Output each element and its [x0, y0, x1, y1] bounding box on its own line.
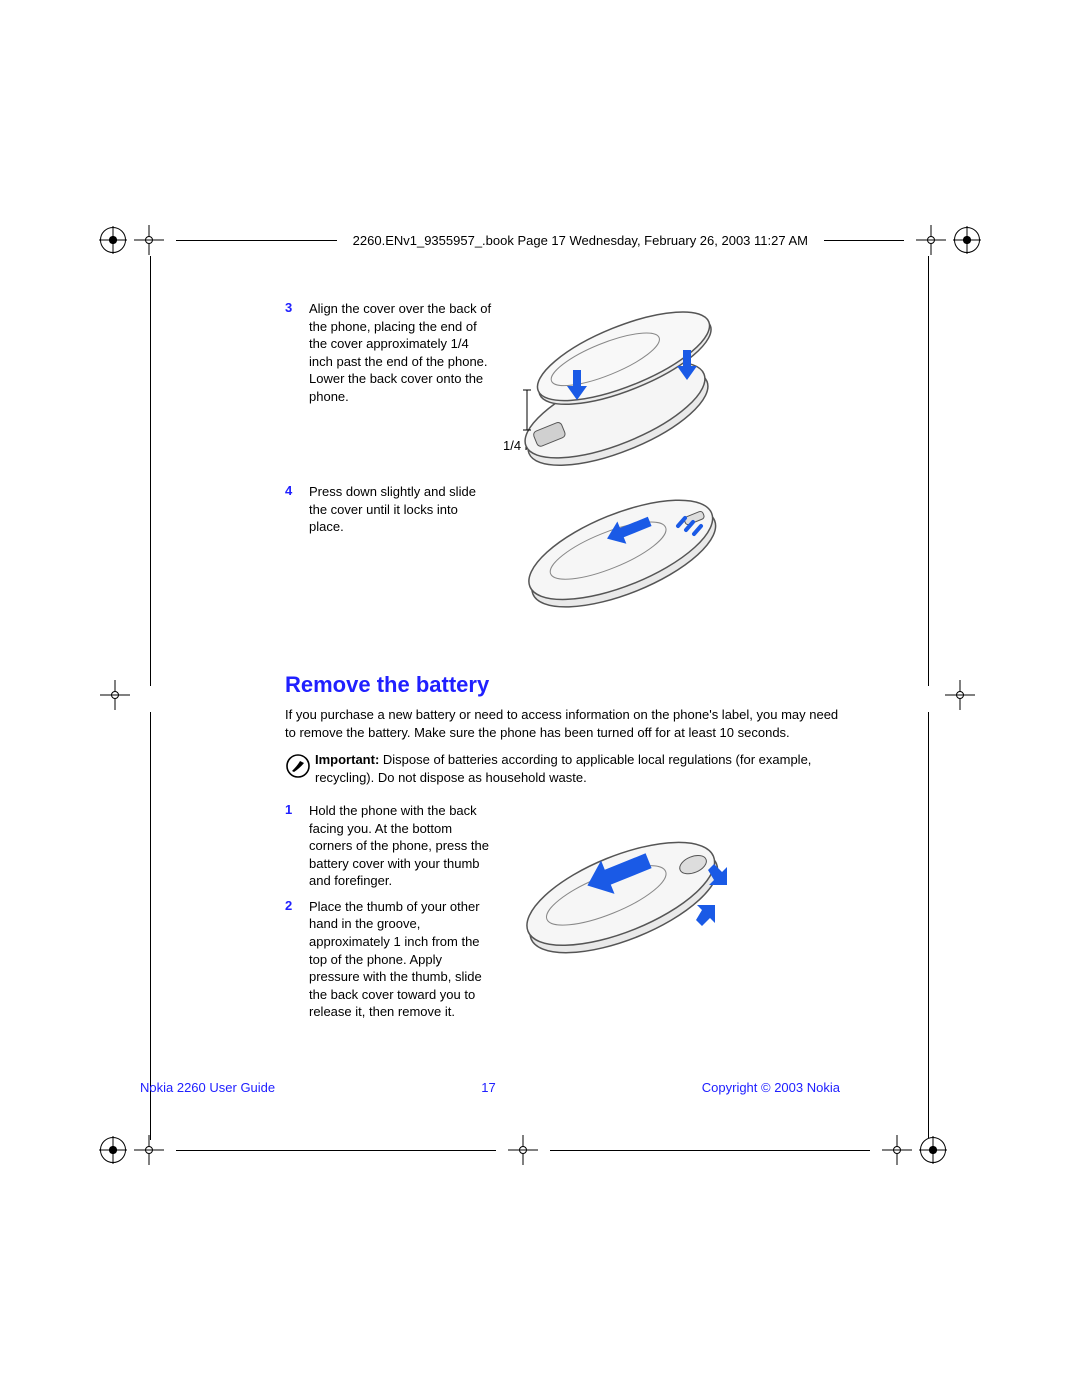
footer-page-number: 17 — [481, 1080, 495, 1095]
important-text: Dispose of batteries according to applic… — [315, 752, 811, 785]
important-icon — [285, 751, 315, 786]
crop-marks-footer — [100, 1135, 980, 1165]
crosshair-icon — [508, 1135, 538, 1165]
step-row: 4 Press down slightly and slide the cove… — [285, 483, 495, 536]
step-text: Hold the phone with the back facing you.… — [309, 802, 495, 890]
crosshair-right — [945, 680, 975, 710]
registration-mark-icon — [100, 1137, 126, 1163]
crop-header-text: 2260.ENv1_9355957_.book Page 17 Wednesda… — [341, 233, 820, 248]
important-note: Important: Dispose of batteries accordin… — [285, 751, 840, 786]
phone-cover-align-illustration — [495, 290, 735, 470]
registration-mark-icon — [954, 227, 980, 253]
step-number: 3 — [285, 300, 309, 405]
step-row: 1 Hold the phone with the back facing yo… — [285, 802, 495, 890]
registration-mark-icon — [920, 1137, 946, 1163]
crop-vline — [928, 712, 929, 1140]
section-heading-remove-battery: Remove the battery — [285, 672, 840, 698]
crop-vline — [928, 256, 929, 686]
step-row: 3 Align the cover over the back of the p… — [285, 300, 495, 405]
crop-vline — [150, 712, 151, 1140]
step-text: Align the cover over the back of the pho… — [309, 300, 495, 405]
phone-remove-cover-illustration — [500, 802, 740, 962]
crosshair-icon — [882, 1135, 912, 1165]
crosshair-icon — [134, 1135, 164, 1165]
crosshair-icon — [916, 225, 946, 255]
important-label: Important: — [315, 752, 379, 767]
phone-cover-slide-illustration — [500, 468, 740, 608]
step-text: Press down slightly and slide the cover … — [309, 483, 495, 536]
step-text: Place the thumb of your other hand in th… — [309, 898, 495, 1021]
registration-mark-icon — [100, 227, 126, 253]
step-number: 2 — [285, 898, 309, 1021]
intro-paragraph: If you purchase a new battery or need to… — [285, 706, 840, 741]
crop-vline — [150, 256, 151, 686]
step-row: 2 Place the thumb of your other hand in … — [285, 898, 495, 1021]
crosshair-icon — [134, 225, 164, 255]
footer-left: Nokia 2260 User Guide — [140, 1080, 275, 1095]
step-number: 4 — [285, 483, 309, 536]
footer-copyright: Copyright © 2003 Nokia — [702, 1080, 840, 1095]
page-content: 3 Align the cover over the back of the p… — [285, 300, 840, 1029]
step-number: 1 — [285, 802, 309, 890]
page-footer: Nokia 2260 User Guide 17 Copyright © 200… — [140, 1080, 840, 1095]
crop-marks-header: 2260.ENv1_9355957_.book Page 17 Wednesda… — [100, 225, 980, 255]
crosshair-left — [100, 680, 130, 710]
